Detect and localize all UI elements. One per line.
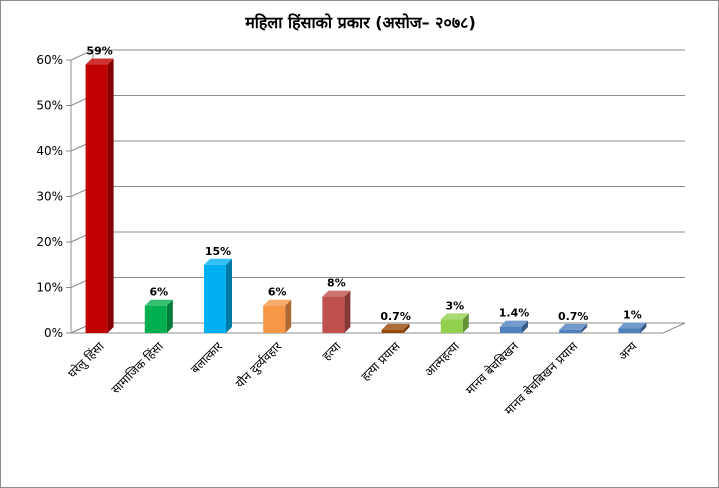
data-label: 15% (205, 245, 231, 258)
bar-side (462, 313, 469, 333)
data-label: 6% (149, 286, 168, 299)
bar-front (381, 329, 404, 333)
bar-top (204, 258, 232, 265)
x-tick-label: हत्या (320, 339, 345, 364)
bar-side (107, 58, 114, 334)
bar-side (344, 290, 351, 333)
bar (85, 58, 114, 334)
bar-front (559, 329, 582, 333)
y-tick-label: 50% (36, 99, 63, 113)
bar-top (322, 290, 351, 297)
bar-side (166, 299, 173, 333)
x-tick-label: सामाजिक हिंसा (108, 339, 166, 397)
bar-front (618, 328, 641, 333)
bar-top (618, 322, 647, 329)
y-tick-label: 20% (36, 235, 63, 249)
bar (618, 322, 647, 333)
y-tick-label: 10% (36, 281, 63, 295)
bar-top (500, 320, 528, 327)
y-tick-label: 30% (36, 190, 63, 204)
bar (322, 290, 351, 333)
bar (559, 323, 588, 333)
bar-front (263, 305, 286, 333)
bar-top (440, 313, 469, 320)
x-tick-label: घरेलु हिंसा (65, 339, 108, 382)
bar-side (640, 322, 647, 333)
bar-front (144, 305, 167, 333)
gridline-side (70, 49, 94, 61)
bar-side (522, 320, 528, 333)
bar (144, 299, 173, 333)
bar-front (322, 296, 345, 333)
bar (381, 323, 410, 333)
bar (204, 258, 232, 333)
bar-top (85, 58, 114, 65)
data-label: 0.7% (380, 310, 411, 323)
data-label: 59% (86, 45, 112, 58)
y-tick-label: 60% (36, 53, 63, 67)
bar-side (403, 323, 410, 333)
bar-front (500, 326, 522, 333)
data-label: 0.7% (558, 310, 589, 323)
x-tick-label: बलात्कार (188, 338, 226, 376)
x-tick-label: आत्महत्या (422, 339, 463, 380)
x-tick-label: हत्या प्रयास (358, 339, 403, 384)
bar-front (204, 264, 226, 333)
y-tick-label: 40% (36, 144, 63, 158)
bar (263, 299, 292, 333)
bar (440, 313, 469, 333)
bar-top (144, 299, 173, 306)
data-label: 1% (623, 308, 642, 321)
bar-side (285, 299, 292, 333)
bar-side (581, 323, 588, 333)
bar-side (226, 258, 232, 333)
data-label: 3% (445, 299, 464, 312)
x-tick-label: मानव बेचबिखन (463, 339, 521, 397)
bar-top (559, 323, 588, 330)
y-tick-label: 0% (44, 326, 63, 340)
bar-front (440, 319, 463, 333)
bar-top (263, 299, 292, 306)
bar-top (381, 323, 410, 330)
x-tick-label: अन्य (616, 338, 641, 363)
bar (500, 320, 528, 333)
x-tick-label: यौन दुर्व्यवहार (233, 338, 286, 391)
bar-front (85, 64, 108, 334)
data-label: 6% (268, 286, 287, 299)
chart-title: महिला हिंसाको प्रकार (असोज– २०७८) (245, 13, 476, 32)
data-label: 1.4% (499, 307, 530, 320)
data-label: 8% (327, 277, 346, 290)
